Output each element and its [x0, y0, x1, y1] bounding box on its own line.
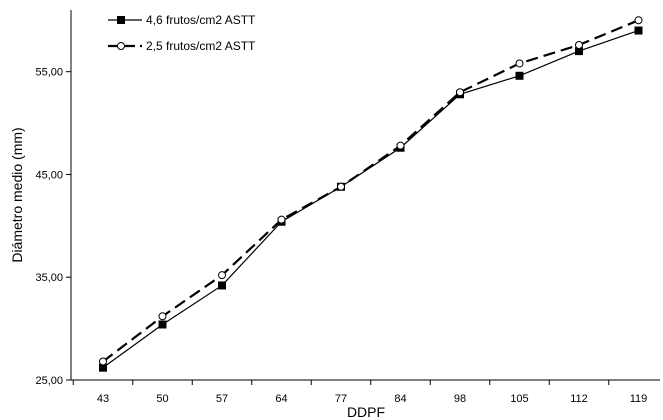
series-line-1: [102, 29, 639, 369]
legend: 4,6 frutos/cm2 ASTT 2,5 frutos/cm2 ASTT: [108, 13, 256, 53]
data-point-series-1: [99, 363, 107, 372]
data-point-series-1: [634, 26, 643, 35]
data-point-series-1: [158, 320, 167, 329]
series-layer: [99, 16, 643, 372]
y-tick-label: 35,00: [35, 272, 63, 284]
legend-item-series-1: 4,6 frutos/cm2 ASTT: [108, 13, 256, 27]
data-point-series-2: [456, 88, 464, 97]
legend-label-series-1: 4,6 frutos/cm2 ASTT: [146, 13, 256, 27]
y-ticks: 25,00 35,00 45,00 55,00: [35, 67, 71, 387]
data-point-series-1: [218, 281, 226, 290]
data-point-series-2: [218, 271, 226, 280]
data-point-series-2: [158, 312, 167, 321]
data-point-series-2: [396, 141, 405, 150]
x-tick-label: 77: [335, 393, 347, 405]
y-tick-label: 55,00: [35, 67, 63, 79]
data-point-series-2: [277, 215, 286, 224]
legend-marker-series-2: [117, 42, 125, 50]
x-ticks: 43 50 57 64 77 84 98 105 112 119: [72, 380, 648, 405]
legend-marker-series-1: [117, 16, 125, 24]
x-tick-label: 64: [275, 393, 287, 405]
x-tick-label: 50: [156, 393, 168, 405]
x-tick-label: 43: [97, 393, 109, 405]
data-point-series-2: [575, 40, 583, 49]
x-tick-label: 119: [630, 393, 648, 405]
data-point-series-2: [99, 357, 107, 366]
data-point-series-2: [634, 16, 643, 25]
x-tick-label: 57: [216, 393, 228, 405]
y-tick-label: 25,00: [35, 375, 63, 387]
series-line-2: [102, 19, 639, 363]
x-tick-label: 105: [510, 393, 528, 405]
data-point-series-1: [575, 47, 583, 56]
x-tick-label: 98: [454, 393, 466, 405]
x-tick-label: 84: [394, 393, 406, 405]
legend-item-series-2: 2,5 frutos/cm2 ASTT: [108, 39, 256, 53]
data-point-series-2: [337, 182, 345, 191]
data-point-series-1: [515, 71, 524, 80]
legend-label-series-2: 2,5 frutos/cm2 ASTT: [146, 39, 256, 53]
data-point-series-2: [515, 59, 524, 68]
x-axis-title: DDPF: [347, 404, 385, 420]
y-tick-label: 45,00: [35, 169, 63, 181]
x-tick-label: 112: [570, 393, 588, 405]
y-axis-title: Diámetro medio (mm): [9, 127, 25, 262]
